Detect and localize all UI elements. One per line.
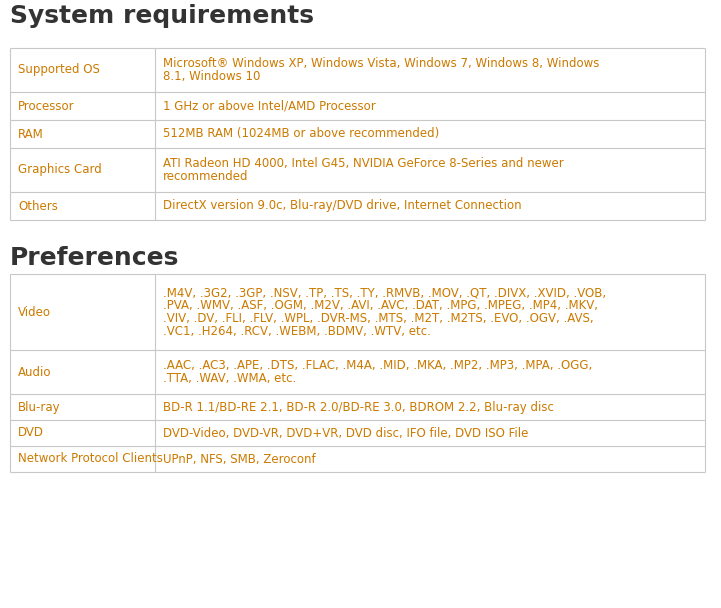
Text: Microsoft® Windows XP, Windows Vista, Windows 7, Windows 8, Windows: Microsoft® Windows XP, Windows Vista, Wi… [163,57,599,70]
Text: DVD: DVD [18,426,44,440]
Text: Video: Video [18,305,51,319]
Text: Supported OS: Supported OS [18,63,100,77]
Text: .AAC, .AC3, .APE, .DTS, .FLAC, .M4A, .MID, .MKA, .MP2, .MP3, .MPA, .OGG,: .AAC, .AC3, .APE, .DTS, .FLAC, .M4A, .MI… [163,359,592,372]
Text: DVD-Video, DVD-VR, DVD+VR, DVD disc, IFO file, DVD ISO File: DVD-Video, DVD-VR, DVD+VR, DVD disc, IFO… [163,426,528,440]
Text: ATI Radeon HD 4000, Intel G45, NVIDIA GeForce 8-Series and newer: ATI Radeon HD 4000, Intel G45, NVIDIA Ge… [163,157,564,170]
Text: .VC1, .H264, .RCV, .WEBM, .BDMV, .WTV, etc.: .VC1, .H264, .RCV, .WEBM, .BDMV, .WTV, e… [163,325,431,338]
Text: Others: Others [18,199,58,213]
Text: System requirements: System requirements [10,4,314,28]
Text: DirectX version 9.0c, Blu-ray/DVD drive, Internet Connection: DirectX version 9.0c, Blu-ray/DVD drive,… [163,199,521,213]
Text: BD-R 1.1/BD-RE 2.1, BD-R 2.0/BD-RE 3.0, BDROM 2.2, Blu-ray disc: BD-R 1.1/BD-RE 2.1, BD-R 2.0/BD-RE 3.0, … [163,401,554,413]
Text: Processor: Processor [18,100,75,112]
Text: Graphics Card: Graphics Card [18,164,102,176]
Text: .PVA, .WMV, .ASF, .OGM, .M2V, .AVI, .AVC, .DAT, .MPG, .MPEG, .MP4, .MKV,: .PVA, .WMV, .ASF, .OGM, .M2V, .AVI, .AVC… [163,299,598,312]
Text: .TTA, .WAV, .WMA, etc.: .TTA, .WAV, .WMA, etc. [163,372,296,385]
Text: Audio: Audio [18,365,51,379]
Text: UPnP, NFS, SMB, Zeroconf: UPnP, NFS, SMB, Zeroconf [163,452,316,466]
Text: recommended: recommended [163,170,249,183]
Text: 8.1, Windows 10: 8.1, Windows 10 [163,70,260,83]
Text: .M4V, .3G2, .3GP, .NSV, .TP, .TS, .TY, .RMVB, .MOV, .QT, .DIVX, .XVID, .VOB,: .M4V, .3G2, .3GP, .NSV, .TP, .TS, .TY, .… [163,286,606,299]
Text: Blu-ray: Blu-ray [18,401,61,413]
Text: RAM: RAM [18,128,44,140]
Text: Network Protocol Clients: Network Protocol Clients [18,452,163,466]
Text: .VIV, .DV, .FLI, .FLV, .WPL, .DVR-MS, .MTS, .M2T, .M2TS, .EVO, .OGV, .AVS,: .VIV, .DV, .FLI, .FLV, .WPL, .DVR-MS, .M… [163,312,593,325]
Text: 512MB RAM (1024MB or above recommended): 512MB RAM (1024MB or above recommended) [163,128,439,140]
Text: Preferences: Preferences [10,246,180,270]
Text: 1 GHz or above Intel/AMD Processor: 1 GHz or above Intel/AMD Processor [163,100,376,112]
